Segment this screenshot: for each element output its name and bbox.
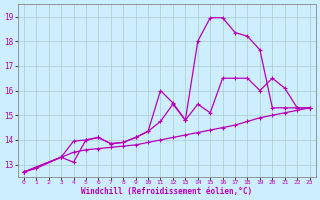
X-axis label: Windchill (Refroidissement éolien,°C): Windchill (Refroidissement éolien,°C) — [81, 187, 252, 196]
